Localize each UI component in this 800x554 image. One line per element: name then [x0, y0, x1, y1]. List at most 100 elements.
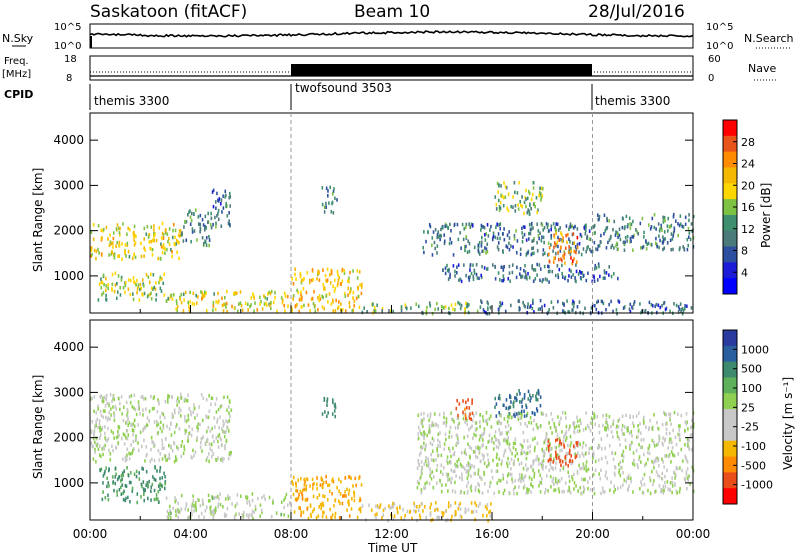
power-cell: [203, 241, 205, 246]
power-cell: [608, 219, 611, 223]
velocity-cell: [533, 418, 535, 423]
velocity-cell: [575, 440, 578, 445]
velocity-cell: [159, 420, 162, 425]
velocity-cell: [675, 489, 678, 494]
velocity-cell: [347, 475, 350, 479]
velocity-cell: [102, 396, 104, 400]
velocity-cell: [166, 509, 169, 514]
power-cell: [557, 244, 559, 249]
power-cell: [456, 265, 458, 269]
velocity-cell: [126, 453, 128, 458]
power-cell: [670, 247, 673, 252]
power-cell: [477, 248, 480, 253]
power-cell: [568, 245, 570, 249]
power-cell: [161, 221, 164, 226]
power-cell: [543, 303, 546, 308]
velocity-cell: [437, 444, 439, 448]
power-cell: [214, 200, 217, 204]
power-cell: [456, 222, 459, 227]
velocity-cell: [530, 421, 533, 425]
power-cell: [539, 267, 542, 271]
power-cell: [434, 246, 437, 251]
power-cell: [632, 219, 634, 224]
velocity-cell: [454, 462, 456, 467]
velocity-cell: [622, 459, 624, 463]
power-cell: [170, 248, 172, 252]
power-cell: [524, 263, 526, 268]
power-cell: [232, 291, 235, 296]
velocity-cell: [573, 480, 576, 485]
power-cell: [689, 237, 692, 242]
power-cell: [176, 304, 179, 309]
power-cell: [586, 245, 589, 250]
power-cell: [175, 307, 178, 311]
velocity-cell: [613, 484, 615, 489]
power-cell: [439, 237, 441, 242]
power-cell: [498, 208, 501, 212]
power-cell: [667, 229, 669, 233]
power-cell: [568, 248, 571, 253]
power-cell: [679, 222, 682, 226]
velocity-cell: [323, 510, 325, 515]
velocity-cell: [506, 480, 508, 485]
velocity-cell: [338, 489, 340, 493]
power-cell: [521, 195, 523, 199]
colorbar-swatch: [723, 262, 737, 279]
velocity-cell: [153, 497, 156, 502]
velocity-cell: [541, 465, 544, 470]
velocity-cell: [111, 399, 113, 404]
power-cell: [160, 289, 163, 294]
velocity-cell: [416, 485, 419, 490]
velocity-cell: [498, 490, 500, 494]
velocity-cell: [90, 430, 93, 435]
power-cell: [180, 233, 183, 237]
velocity-cell: [670, 422, 672, 426]
power-cell: [97, 223, 100, 228]
velocity-cell: [466, 469, 468, 473]
velocity-cell: [392, 517, 395, 521]
velocity-cell: [303, 477, 305, 482]
velocity-cell: [159, 426, 162, 431]
power-cell: [316, 277, 318, 281]
power-cell: [563, 303, 565, 307]
colorbar-tick-label: 12: [741, 223, 755, 236]
velocity-cell: [168, 394, 171, 399]
power-cell: [537, 234, 540, 238]
power-cell: [585, 278, 588, 283]
velocity-cell: [563, 443, 565, 447]
power-cell: [464, 307, 466, 311]
velocity-cell: [541, 460, 544, 464]
power-cell: [215, 221, 217, 226]
power-cell: [263, 294, 265, 298]
power-cell: [353, 304, 355, 308]
velocity-cell: [132, 432, 134, 437]
power-cell: [500, 303, 502, 308]
power-cell: [281, 298, 284, 303]
velocity-cell: [619, 485, 622, 489]
velocity-cell: [575, 454, 578, 458]
velocity-cell: [113, 418, 116, 423]
velocity-cell: [147, 483, 150, 488]
power-cell: [581, 271, 583, 275]
power-cell: [91, 252, 93, 257]
velocity-cell: [331, 491, 333, 496]
power-cell: [97, 247, 99, 252]
velocity-cell: [490, 469, 493, 473]
velocity-cell: [326, 397, 329, 401]
velocity-cell: [512, 445, 515, 450]
velocity-cell: [665, 421, 668, 426]
velocity-cell: [679, 486, 681, 491]
velocity-cell: [156, 497, 159, 501]
velocity-cell: [571, 459, 574, 463]
velocity-cell: [633, 424, 635, 428]
velocity-cell: [103, 471, 106, 476]
velocity-cell: [435, 458, 437, 462]
power-cell: [523, 268, 525, 273]
velocity-cell: [143, 438, 145, 443]
power-cell: [205, 226, 208, 230]
velocity-cell: [346, 487, 348, 492]
velocity-cell: [150, 498, 152, 502]
power-cell: [478, 252, 481, 256]
velocity-cell: [321, 482, 324, 487]
velocity-cell: [451, 514, 453, 519]
